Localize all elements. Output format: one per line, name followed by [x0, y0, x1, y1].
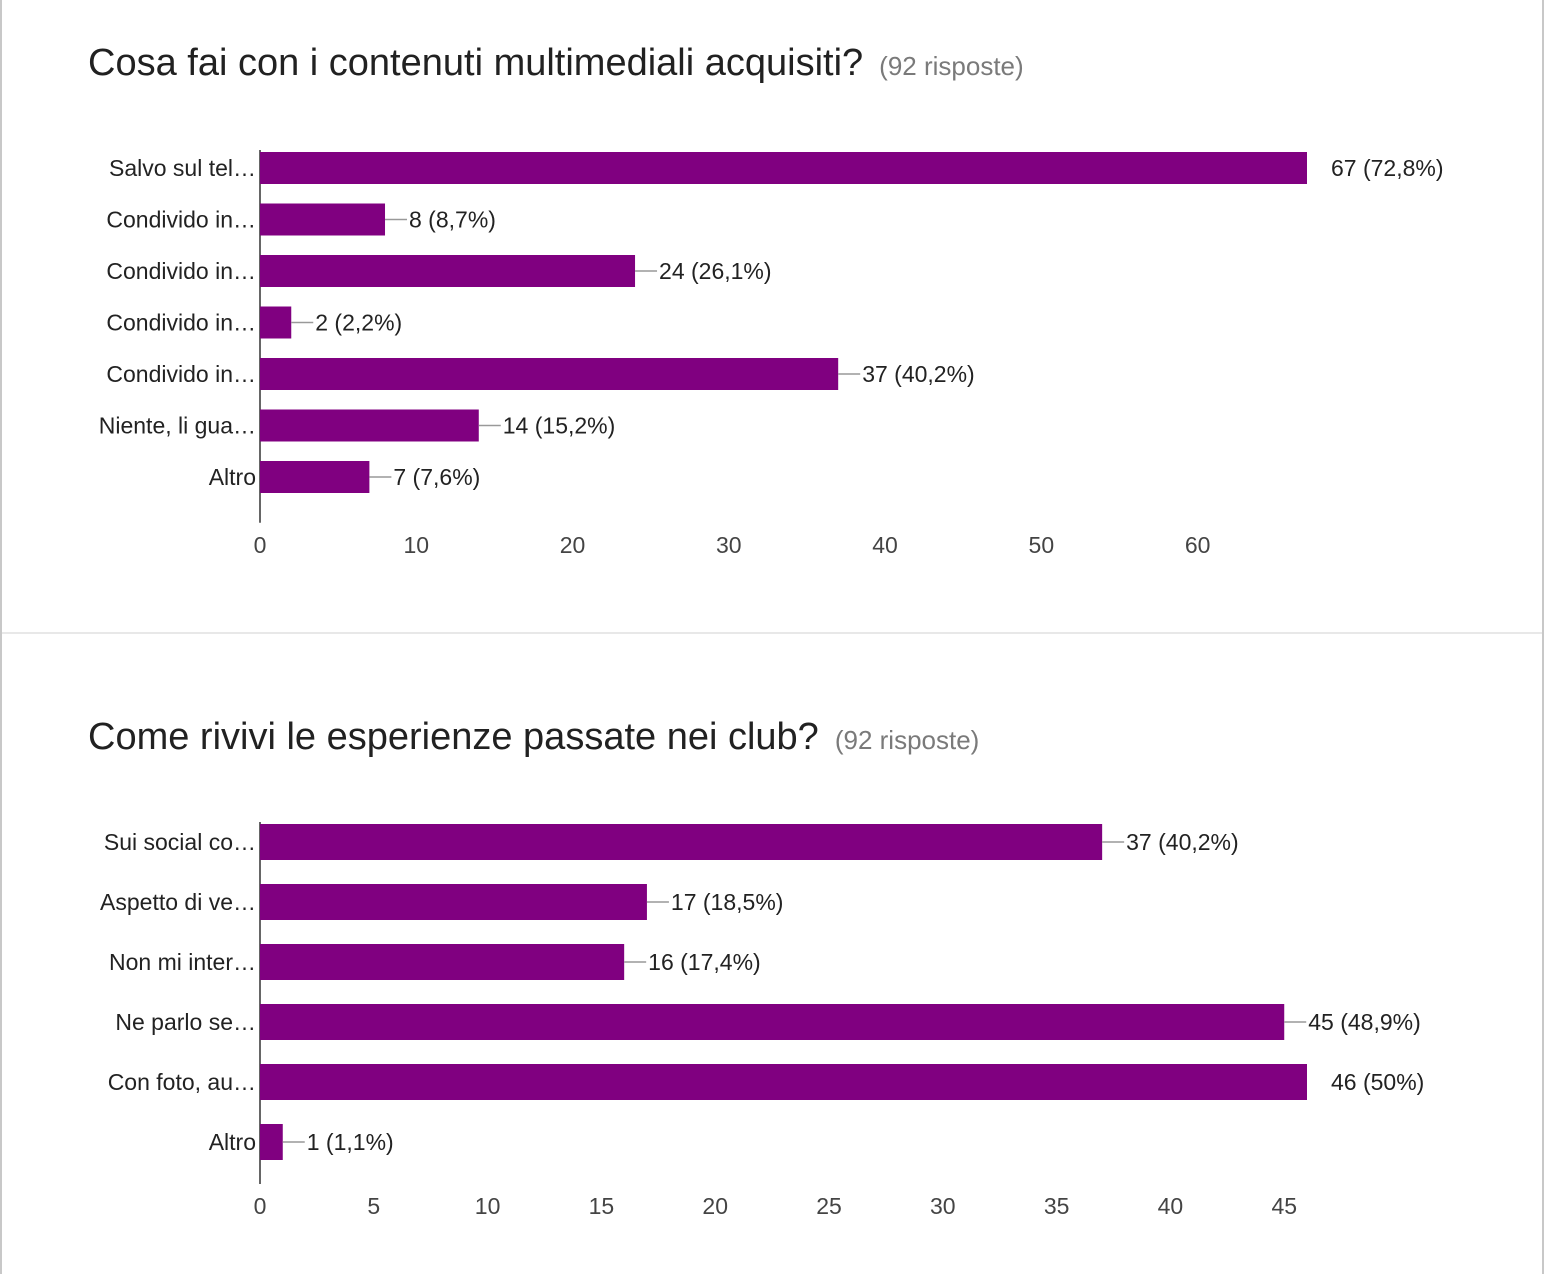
x-tick-label: 0	[254, 532, 267, 558]
left-border	[0, 0, 2, 1274]
bar	[260, 358, 839, 390]
response-count: (92 risposte)	[834, 725, 980, 755]
response-count: (92 risposte)	[879, 51, 1024, 81]
bar	[260, 203, 386, 236]
x-tick-label: 5	[367, 1193, 380, 1219]
x-tick-label: 25	[816, 1193, 842, 1219]
x-tick-label: 45	[1271, 1193, 1297, 1219]
question-title: Come rivivi le esperienze passate nei cl…	[88, 716, 819, 758]
data-label: 37 (40,2%)	[1126, 829, 1239, 855]
category-label: Ne parlo se…	[115, 1009, 256, 1035]
data-label: 16 (17,4%)	[648, 949, 761, 975]
question-header-2: Come rivivi le esperienze passate nei cl…	[88, 716, 979, 759]
category-label: Condivido in…	[106, 258, 256, 284]
data-label: 24 (26,1%)	[659, 258, 772, 284]
data-label: 8 (8,7%)	[409, 207, 496, 233]
x-tick-label: 0	[254, 1193, 267, 1219]
data-label: 7 (7,6%)	[393, 464, 480, 490]
bar	[260, 461, 370, 493]
x-tick-label: 10	[475, 1193, 501, 1219]
data-label: 2 (2,2%)	[315, 310, 402, 336]
question-card-2: Come rivivi le esperienze passate nei cl…	[2, 634, 1541, 1274]
x-tick-label: 20	[702, 1193, 728, 1219]
question-title: Cosa fai con i contenuti multimediali ac…	[88, 42, 864, 84]
data-label: 17 (18,5%)	[671, 889, 784, 915]
bar	[260, 944, 625, 980]
bar	[260, 255, 636, 287]
category-label: Niente, li gua…	[99, 413, 256, 439]
data-label: 46 (50%)	[1331, 1069, 1424, 1095]
category-label: Condivido in…	[106, 310, 256, 336]
x-tick-label: 20	[560, 532, 586, 558]
category-label: Altro	[209, 1129, 256, 1155]
bar-chart-2: Sui social co… 37 (40,2%) Aspetto di ve… 17…	[100, 822, 1424, 1219]
x-tick-label: 10	[403, 532, 429, 558]
category-label: Salvo sul tel…	[109, 155, 256, 181]
bar	[260, 409, 479, 442]
category-label: Con foto, au…	[108, 1069, 256, 1095]
question-card-1: Cosa fai con i contenuti multimediali ac…	[2, 0, 1541, 632]
data-label: 1 (1,1%)	[307, 1129, 394, 1155]
bar	[260, 824, 1103, 860]
card-separator	[0, 632, 1544, 634]
x-tick-label: 30	[930, 1193, 956, 1219]
category-label: Aspetto di ve…	[100, 889, 256, 915]
bar	[260, 1004, 1285, 1040]
x-tick-label: 40	[1158, 1193, 1184, 1219]
category-label: Altro	[209, 464, 256, 490]
x-tick-label: 15	[589, 1193, 615, 1219]
category-label: Sui social co…	[104, 829, 256, 855]
bar	[260, 306, 292, 339]
category-label: Condivido in…	[106, 361, 256, 387]
x-tick-label: 60	[1185, 532, 1211, 558]
x-tick-label: 35	[1044, 1193, 1070, 1219]
category-label: Non mi inter…	[109, 949, 256, 975]
data-label: 67 (72,8%)	[1331, 155, 1444, 181]
right-border	[1542, 0, 1544, 1274]
x-tick-label: 30	[716, 532, 742, 558]
bar	[260, 152, 1307, 184]
bar-chart-1: Salvo sul tel… 67 (72,8%) Condivido in… 8 (…	[99, 150, 1444, 558]
bar	[260, 884, 647, 920]
bar	[260, 1124, 283, 1160]
data-label: 14 (15,2%)	[503, 413, 616, 439]
x-tick-label: 40	[872, 532, 898, 558]
x-tick-label: 50	[1029, 532, 1055, 558]
data-label: 45 (48,9%)	[1308, 1009, 1421, 1035]
data-label: 37 (40,2%)	[862, 361, 975, 387]
category-label: Condivido in…	[106, 207, 256, 233]
question-header-1: Cosa fai con i contenuti multimediali ac…	[88, 42, 1024, 85]
bar	[260, 1064, 1307, 1100]
